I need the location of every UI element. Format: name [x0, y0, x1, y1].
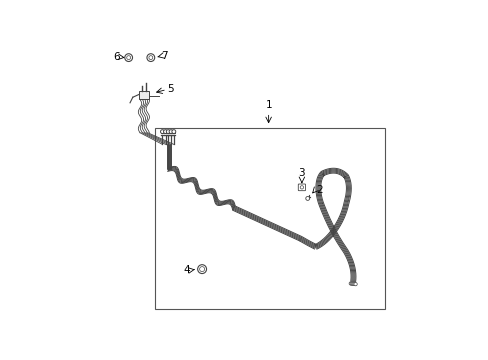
Circle shape — [172, 130, 175, 134]
Circle shape — [124, 54, 132, 62]
Circle shape — [300, 186, 303, 189]
Circle shape — [126, 56, 130, 59]
Circle shape — [352, 282, 356, 286]
Text: 1: 1 — [265, 100, 271, 110]
Circle shape — [146, 54, 154, 62]
Text: 2: 2 — [315, 185, 322, 194]
Circle shape — [169, 130, 173, 134]
Circle shape — [305, 197, 309, 201]
Circle shape — [166, 130, 170, 134]
Circle shape — [348, 282, 352, 285]
Circle shape — [197, 265, 206, 274]
Circle shape — [350, 282, 354, 285]
Text: 4: 4 — [183, 265, 190, 275]
Circle shape — [349, 282, 353, 285]
Circle shape — [199, 267, 204, 271]
Circle shape — [351, 282, 355, 285]
Circle shape — [148, 56, 152, 59]
FancyBboxPatch shape — [298, 184, 305, 191]
Circle shape — [160, 130, 164, 134]
Text: 3: 3 — [298, 168, 305, 178]
Text: 6: 6 — [113, 52, 119, 62]
Bar — [139, 91, 148, 99]
Text: 7: 7 — [161, 51, 167, 61]
Bar — [155, 128, 384, 309]
Text: 5: 5 — [167, 84, 174, 94]
Circle shape — [163, 130, 167, 134]
Circle shape — [353, 283, 357, 286]
